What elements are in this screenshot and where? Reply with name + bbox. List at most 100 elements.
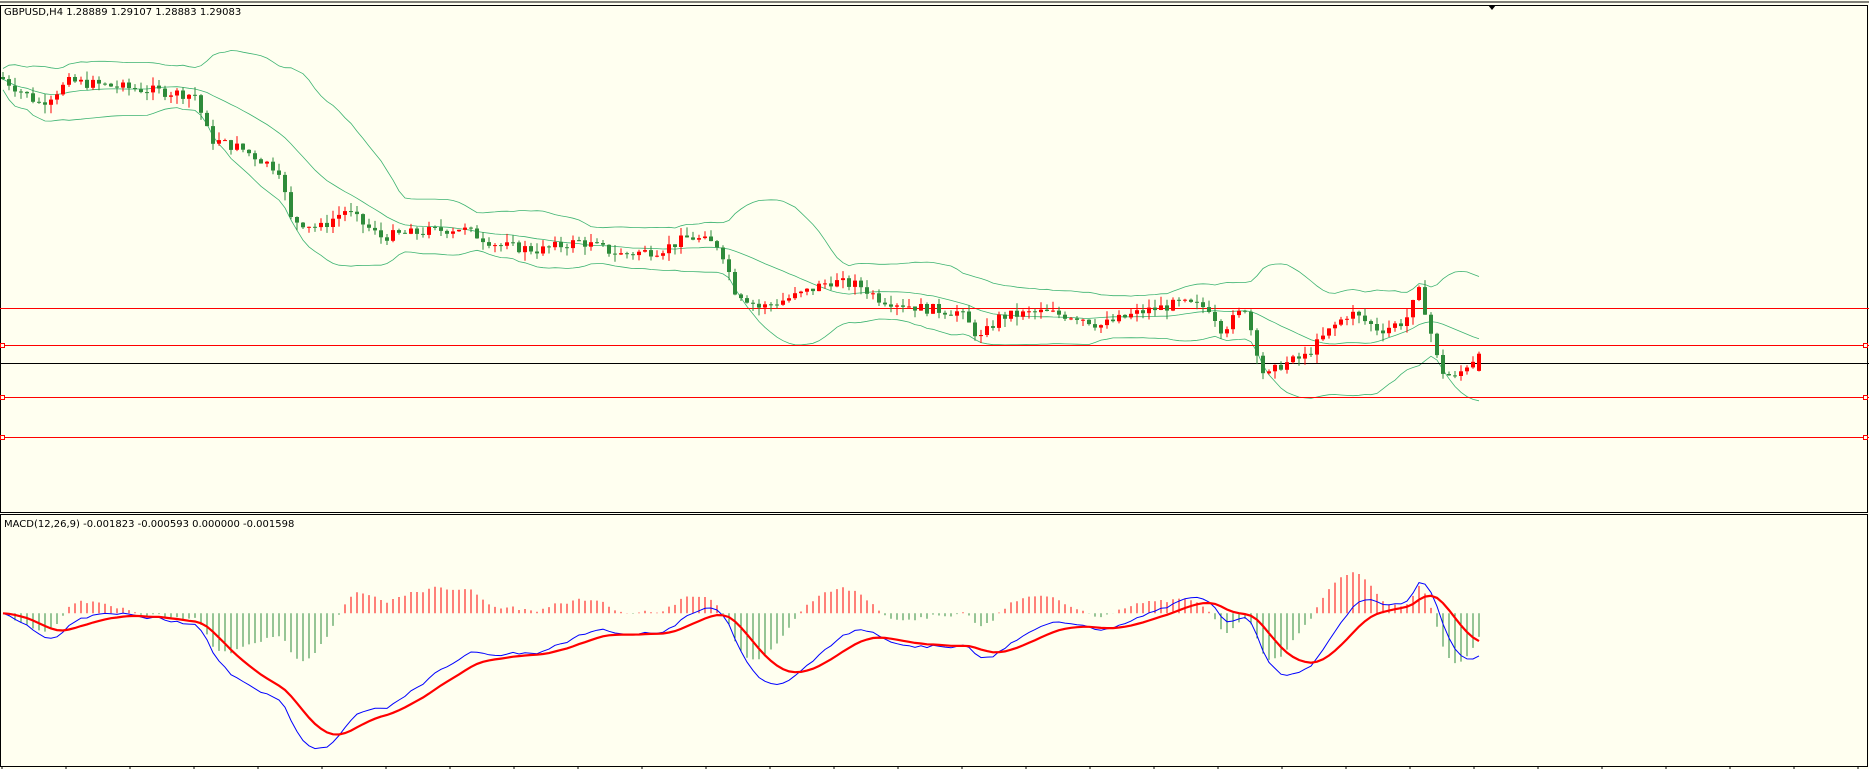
candle-body bbox=[913, 306, 917, 311]
candle-body bbox=[835, 280, 839, 287]
candle-body bbox=[571, 240, 575, 249]
candle-body bbox=[691, 237, 695, 240]
candle-body bbox=[91, 79, 95, 88]
candle-body bbox=[589, 242, 593, 247]
candle-body bbox=[511, 242, 515, 244]
candle-body bbox=[331, 218, 335, 227]
candle-body bbox=[217, 140, 221, 144]
candle-body bbox=[973, 322, 977, 337]
candle-body bbox=[493, 245, 497, 247]
candle-body bbox=[619, 253, 623, 255]
macd-header-label: MACD(12,26,9) -0.001823 -0.000593 0.0000… bbox=[4, 519, 294, 530]
candle-body bbox=[7, 79, 11, 86]
candle-body bbox=[871, 293, 875, 295]
candle-body bbox=[505, 242, 509, 246]
candle-body bbox=[253, 153, 257, 160]
candle-body bbox=[859, 280, 863, 288]
level-handle-right-icon bbox=[1863, 435, 1868, 440]
candle-body bbox=[85, 79, 89, 88]
candle-body bbox=[709, 236, 713, 242]
candle-body bbox=[547, 246, 551, 248]
horizontal-lines[interactable] bbox=[0, 308, 1869, 440]
candle-body bbox=[385, 237, 389, 241]
candle-body bbox=[337, 214, 341, 219]
candle-body bbox=[1075, 318, 1079, 320]
candle-body bbox=[277, 170, 281, 175]
candle-body bbox=[229, 140, 233, 150]
candle-body bbox=[127, 82, 131, 89]
candle-body bbox=[1111, 319, 1115, 322]
candle-body bbox=[1165, 305, 1169, 311]
candle-body bbox=[661, 253, 665, 256]
candle-body bbox=[799, 291, 803, 294]
candle-body bbox=[805, 288, 809, 292]
candle-body bbox=[601, 243, 605, 245]
candle-body bbox=[157, 85, 161, 89]
candle-body bbox=[19, 91, 23, 93]
candle-body bbox=[481, 238, 485, 243]
candle-body bbox=[67, 77, 71, 85]
candlesticks bbox=[1, 71, 1481, 381]
candle-body bbox=[151, 85, 155, 93]
candle-body bbox=[625, 253, 629, 255]
candle-body bbox=[1243, 310, 1247, 312]
candle-body bbox=[1471, 361, 1475, 368]
candle-body bbox=[577, 240, 581, 242]
candle-body bbox=[1339, 319, 1343, 325]
candle-body bbox=[883, 302, 887, 305]
candle-body bbox=[823, 283, 827, 285]
candle-body bbox=[559, 241, 563, 248]
candle-body bbox=[367, 224, 371, 228]
candle-body bbox=[421, 233, 425, 235]
candle-body bbox=[397, 230, 401, 233]
candle-body bbox=[205, 112, 209, 127]
candle-body bbox=[1315, 339, 1319, 355]
candle-body bbox=[811, 288, 815, 292]
candle-body bbox=[1093, 324, 1097, 328]
candle-body bbox=[175, 90, 179, 96]
candle-body bbox=[1219, 321, 1223, 334]
candle-body bbox=[193, 94, 197, 96]
candle-body bbox=[1405, 317, 1409, 326]
candle-body bbox=[877, 293, 881, 303]
price-panel[interactable]: GBPUSD,H4 1.28889 1.29107 1.28883 1.2908… bbox=[0, 1, 1869, 513]
candle-body bbox=[991, 326, 995, 328]
candle-body bbox=[1477, 353, 1481, 371]
candle-body bbox=[301, 222, 305, 228]
candle-body bbox=[133, 88, 137, 90]
candle-body bbox=[529, 246, 533, 252]
candle-body bbox=[1051, 310, 1055, 312]
candle-body bbox=[37, 101, 41, 103]
candle-body bbox=[43, 102, 47, 105]
macd-panel-frame bbox=[0, 514, 1868, 767]
candle-body bbox=[1147, 307, 1151, 314]
candle-body bbox=[715, 241, 719, 248]
candle-body bbox=[1027, 311, 1031, 313]
candle-body bbox=[79, 79, 83, 82]
candle-body bbox=[1171, 299, 1175, 311]
candle-body bbox=[1285, 362, 1289, 370]
candle-body bbox=[1417, 287, 1421, 300]
candle-body bbox=[595, 242, 599, 244]
candle-body bbox=[751, 302, 755, 304]
candle-body bbox=[1309, 353, 1313, 355]
candle-body bbox=[355, 211, 359, 215]
shift-marker-icon[interactable] bbox=[1488, 5, 1496, 10]
candle-body bbox=[679, 235, 683, 247]
candle-body bbox=[1279, 364, 1283, 370]
candle-body bbox=[1459, 371, 1463, 376]
macd-panel[interactable]: MACD(12,26,9) -0.001823 -0.000593 0.0000… bbox=[0, 514, 1868, 767]
candle-body bbox=[241, 143, 245, 150]
candle-body bbox=[1237, 310, 1241, 316]
candle-body bbox=[775, 304, 779, 306]
price-panel-frame bbox=[0, 5, 1868, 513]
candle-body bbox=[1153, 307, 1157, 311]
candle-body bbox=[781, 300, 785, 305]
candle-body bbox=[13, 85, 17, 92]
candle-body bbox=[1327, 328, 1331, 336]
candle-body bbox=[1453, 375, 1457, 377]
candle-body bbox=[433, 227, 437, 228]
candle-body bbox=[961, 311, 965, 313]
